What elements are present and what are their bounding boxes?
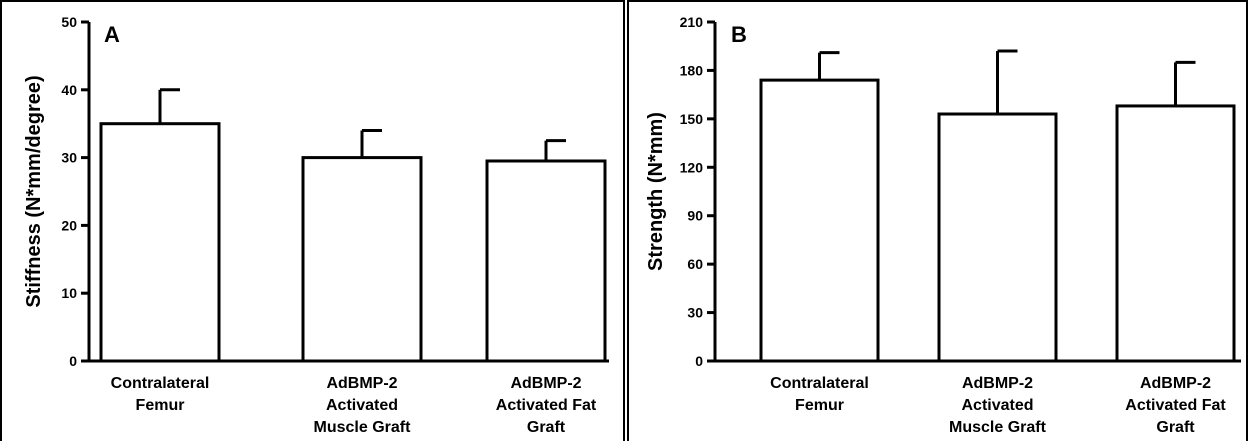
panel-a-chart: 0 10 20 30 40 50 Contralateral Femur AdBMP-2 Acti… [23,14,609,436]
panel-b-bar [1115,104,1236,363]
panel-a-bar [301,156,423,363]
panel-b-y-tick-label: 60 [687,256,703,272]
panel-b-y-tick-label: 150 [680,111,704,127]
category-label-line: Femur [136,397,185,414]
category-label-line: Contralateral [111,375,210,392]
panel-a-category-label: AdBMP-2 Activated Fat Graft [496,375,597,436]
category-label-line: AdBMP-2 [962,375,1033,392]
panel-b-chart: 0 30 60 90 120 150 180 210 Contralateral Femur AdB… [645,14,1241,436]
category-label-line: Graft [1156,419,1195,436]
panel-a-y-tick-label: 0 [69,353,77,369]
panel-b-bar [759,78,880,363]
category-label-line: Activated [961,397,1033,414]
panel-b-y-tick-label: 30 [687,305,703,321]
panel-a-frame [0,0,625,441]
panel-a-y-axis-title: Stiffness (N*mm/degree) [23,75,45,307]
panel-a-bar [485,159,607,363]
panel-b-y-tick-label: 180 [680,62,704,78]
category-label-line: AdBMP-2 [510,375,581,392]
panel-b-category-label: AdBMP-2 Activated Fat Graft [1125,375,1226,436]
panel-b-y-tick-label: 0 [695,353,703,369]
category-label-line: Muscle Graft [949,419,1047,436]
category-label-line: Muscle Graft [314,419,412,436]
panel-a-bar [99,122,221,363]
panel-a-y-tick-label: 50 [61,14,77,30]
panel-b-frame [627,0,1248,441]
category-label-line: Femur [795,397,844,414]
category-label-line: Activated [326,397,398,414]
category-label-line: AdBMP-2 [326,375,397,392]
panel-a-y-tick-label: 10 [61,285,77,301]
category-label-line: AdBMP-2 [1140,375,1211,392]
panel-b-label: B [731,22,747,47]
category-label-line: Contralateral [770,375,869,392]
panel-b-y-tick-label: 210 [680,14,704,30]
panel-a-category-label: AdBMP-2 Activated Muscle Graft [314,375,412,436]
panel-b-category-label: AdBMP-2 Activated Muscle Graft [949,375,1047,436]
category-label-line: Activated Fat [496,397,597,414]
panel-a-label: A [104,22,120,47]
panel-b-category-label: Contralateral Femur [770,375,869,414]
panel-a-y-tick-label: 20 [61,217,77,233]
panel-a-category-label: Contralateral Femur [111,375,210,414]
category-label-line: Activated Fat [1125,397,1226,414]
category-label-line: Graft [527,419,566,436]
panel-a-y-tick-label: 40 [61,82,77,98]
panel-b-y-tick-label: 120 [680,159,704,175]
panel-b-y-tick-label: 90 [687,208,703,224]
panel-b-y-axis-title: Strength (N*mm) [645,112,667,271]
panel-b-bar [937,112,1058,363]
panel-a-y-tick-label: 30 [61,150,77,166]
